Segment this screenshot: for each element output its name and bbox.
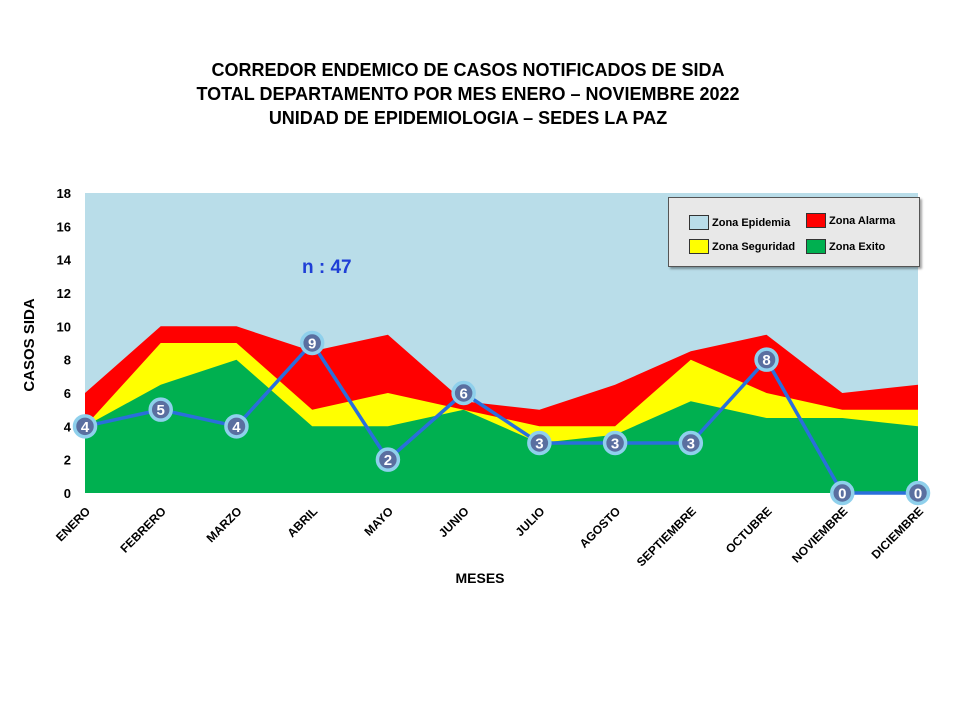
data-label: 3 <box>535 436 543 453</box>
data-label: 0 <box>914 486 922 503</box>
legend-item-exito: Zona Exito <box>806 239 885 254</box>
legend-label-alarma: Zona Alarma <box>829 214 896 227</box>
x-tick-label: FEBRERO <box>117 504 168 555</box>
data-point <box>224 414 249 439</box>
legend-swatch-seguridad <box>689 239 709 254</box>
legend-item-epidemia: Zona Epidemia <box>689 215 790 230</box>
legend-swatch-epidemia <box>689 215 709 230</box>
data-point <box>299 330 325 356</box>
data-point <box>754 347 779 372</box>
data-point <box>451 380 476 406</box>
data-label: 3 <box>611 436 619 453</box>
data-point <box>72 414 98 439</box>
total-cases-annotation: n : 47 <box>302 257 352 278</box>
data-label: 4 <box>81 419 90 436</box>
x-tick-label: SEPTIEMBRE <box>634 504 699 569</box>
legend-label-epidemia: Zona Epidemia <box>712 216 791 229</box>
data-label: 9 <box>308 336 316 353</box>
y-tick-label: 2 <box>64 453 71 468</box>
x-tick-label: ENERO <box>53 504 93 544</box>
x-tick-label: MAYO <box>361 504 396 539</box>
x-tick-label: NOVIEMBRE <box>789 504 850 565</box>
y-tick-label: 18 <box>57 186 71 201</box>
y-tick-label: 8 <box>64 353 71 368</box>
data-point <box>905 480 931 506</box>
cases-series: 4 5 4 9 2 6 3 3 3 8 0 0 <box>72 330 931 506</box>
chart-title: CORREDOR ENDEMICO DE CASOS NOTIFICADOS D… <box>0 58 936 130</box>
x-tick-label: JULIO <box>513 504 548 539</box>
x-tick-label: OCTUBRE <box>723 504 775 556</box>
y-tick-label: 12 <box>57 286 71 301</box>
data-label: 4 <box>232 419 241 436</box>
x-tick-label: DICIEMBRE <box>869 504 927 562</box>
legend-item-seguridad: Zona Seguridad <box>689 239 795 254</box>
legend-swatch-exito <box>806 239 826 254</box>
data-label: 6 <box>459 386 467 403</box>
x-tick-label: AGOSTO <box>577 504 624 551</box>
data-point <box>148 397 173 422</box>
legend-label-exito: Zona Exito <box>829 240 886 253</box>
y-tick-label: 0 <box>64 486 71 501</box>
data-point <box>527 430 552 456</box>
series-line <box>84 341 918 495</box>
x-tick-label: ABRIL <box>284 504 320 540</box>
y-tick-label: 6 <box>64 386 71 401</box>
legend-label-seguridad: Zona Seguridad <box>712 240 796 253</box>
x-tick-label: JUNIO <box>436 504 472 540</box>
x-axis-label: MESES <box>455 570 504 586</box>
legend-swatch-alarma <box>806 213 826 228</box>
x-tick-label: MARZO <box>204 504 245 545</box>
y-tick-label: 10 <box>57 319 71 334</box>
band-zona-exito <box>85 359 918 493</box>
data-point <box>375 447 401 472</box>
data-point <box>678 430 704 456</box>
data-label: 3 <box>687 436 695 453</box>
legend-item-alarma: Zona Alarma <box>806 213 895 228</box>
data-label: 8 <box>762 352 770 369</box>
data-point <box>602 430 628 456</box>
title-line-1: CORREDOR ENDEMICO DE CASOS NOTIFICADOS D… <box>211 60 725 80</box>
title-line-3: UNIDAD DE EPIDEMIOLOGIA – SEDES LA PAZ <box>268 108 668 128</box>
data-label: 5 <box>157 402 165 419</box>
data-label: 2 <box>384 452 392 469</box>
data-point <box>830 480 855 506</box>
y-tick-label: 16 <box>57 219 71 234</box>
y-tick-label: 14 <box>57 253 72 268</box>
y-axis-label: CASOS SIDA <box>21 298 38 392</box>
data-label: 0 <box>838 486 846 503</box>
title-line-2: TOTAL DEPARTAMENTO POR MES ENERO – NOVIE… <box>196 84 740 104</box>
y-tick-label: 4 <box>64 419 72 434</box>
legend: Zona Epidemia Zona Alarma Zona Seguridad… <box>668 197 920 267</box>
